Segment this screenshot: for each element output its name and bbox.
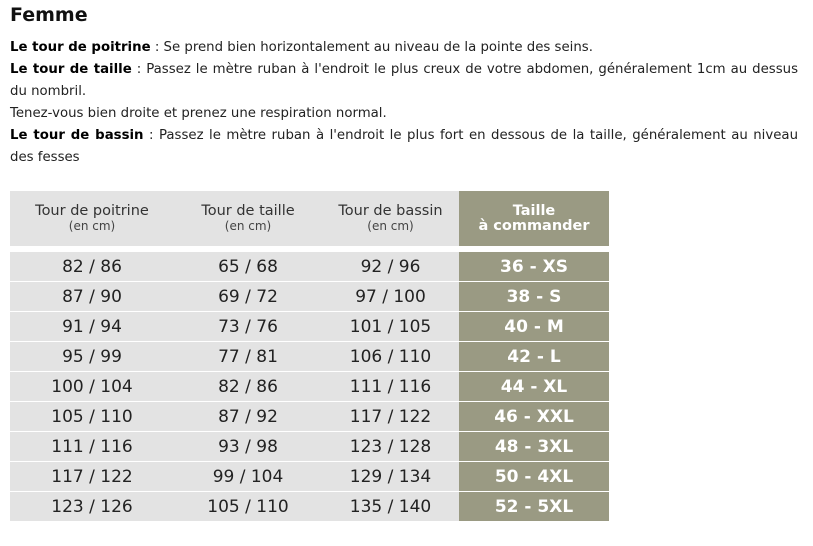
instruction-text: : Passez le mètre ruban à l'endroit le p… xyxy=(10,62,798,99)
table-header-row: Tour de poitrine (en cm) Tour de taille (e… xyxy=(10,191,609,246)
hips-cell: 106 / 110 xyxy=(322,341,459,372)
instruction-chest: Le tour de poitrine : Se prend bien hori… xyxy=(10,37,798,59)
size-cell: 38 - S xyxy=(459,281,609,312)
waist-cell: 93 / 98 xyxy=(174,431,322,462)
header-label: Tour de taille xyxy=(201,202,295,219)
table-row: 117 / 122 99 / 104 129 / 134 50 - 4XL xyxy=(10,461,609,492)
chest-cell: 117 / 122 xyxy=(10,461,174,492)
header-label: Tour de bassin xyxy=(338,202,443,219)
table-row: 82 / 86 65 / 68 92 / 96 36 - XS xyxy=(10,252,609,282)
header-hips: Tour de bassin (en cm) xyxy=(322,191,459,246)
header-unit: (en cm) xyxy=(367,218,414,233)
instruction-text: Tenez-vous bien droite et prenez une res… xyxy=(10,106,387,121)
waist-cell: 82 / 86 xyxy=(174,371,322,402)
size-cell: 48 - 3XL xyxy=(459,431,609,462)
chest-cell: 111 / 116 xyxy=(10,431,174,462)
instruction-label: Le tour de taille xyxy=(10,62,132,77)
waist-cell: 99 / 104 xyxy=(174,461,322,492)
size-cell: 36 - XS xyxy=(459,252,609,282)
spacer-cell xyxy=(10,246,609,252)
instruction-text: : Passez le mètre ruban à l'endroit le p… xyxy=(10,128,798,165)
size-cell: 44 - XL xyxy=(459,371,609,402)
instruction-hips: Le tour de bassin : Passez le mètre ruba… xyxy=(10,125,798,169)
waist-cell: 87 / 92 xyxy=(174,401,322,432)
size-cell: 50 - 4XL xyxy=(459,461,609,492)
instruction-text: : Se prend bien horizontalement au nivea… xyxy=(150,40,593,55)
page-title: Femme xyxy=(10,4,88,26)
table-row: 91 / 94 73 / 76 101 / 105 40 - M xyxy=(10,311,609,342)
header-waist: Tour de taille (en cm) xyxy=(174,191,322,246)
hips-cell: 92 / 96 xyxy=(322,252,459,282)
table-row: 123 / 126 105 / 110 135 / 140 52 - 5XL xyxy=(10,491,609,522)
waist-cell: 69 / 72 xyxy=(174,281,322,312)
size-cell: 52 - 5XL xyxy=(459,491,609,522)
table-row: 95 / 99 77 / 81 106 / 110 42 - L xyxy=(10,341,609,372)
waist-cell: 73 / 76 xyxy=(174,311,322,342)
size-cell: 40 - M xyxy=(459,311,609,342)
chest-cell: 82 / 86 xyxy=(10,252,174,282)
size-cell: 42 - L xyxy=(459,341,609,372)
header-unit: à commander xyxy=(478,217,590,234)
chest-cell: 95 / 99 xyxy=(10,341,174,372)
header-spacer xyxy=(10,246,609,252)
hips-cell: 101 / 105 xyxy=(322,311,459,342)
measurement-instructions: Le tour de poitrine : Se prend bien hori… xyxy=(10,37,798,169)
chest-cell: 87 / 90 xyxy=(10,281,174,312)
header-size-to-order: Taille à commander xyxy=(459,191,609,246)
hips-cell: 129 / 134 xyxy=(322,461,459,492)
table-body: 82 / 86 65 / 68 92 / 96 36 - XS 87 / 90 69 / … xyxy=(10,246,609,522)
hips-cell: 97 / 100 xyxy=(322,281,459,312)
waist-cell: 105 / 110 xyxy=(174,491,322,522)
size-cell: 46 - XXL xyxy=(459,401,609,432)
header-chest: Tour de poitrine (en cm) xyxy=(10,191,174,246)
waist-cell: 65 / 68 xyxy=(174,252,322,282)
instruction-posture: Tenez-vous bien droite et prenez une res… xyxy=(10,103,798,125)
chest-cell: 105 / 110 xyxy=(10,401,174,432)
hips-cell: 111 / 116 xyxy=(322,371,459,402)
header-unit: (en cm) xyxy=(224,218,272,233)
waist-cell: 77 / 81 xyxy=(174,341,322,372)
hips-cell: 135 / 140 xyxy=(322,491,459,522)
size-chart-table: Tour de poitrine (en cm) Tour de taille (e… xyxy=(10,191,609,522)
header-label: Tour de poitrine xyxy=(35,202,149,219)
header-label: Taille xyxy=(512,202,556,219)
instruction-label: Le tour de bassin xyxy=(10,128,144,143)
chest-cell: 123 / 126 xyxy=(10,491,174,522)
table-row: 87 / 90 69 / 72 97 / 100 38 - S xyxy=(10,281,609,312)
chest-cell: 100 / 104 xyxy=(10,371,174,402)
header-unit: (en cm) xyxy=(68,218,116,233)
instruction-waist: Le tour de taille : Passez le mètre ruba… xyxy=(10,59,798,103)
table-row: 111 / 116 93 / 98 123 / 128 48 - 3XL xyxy=(10,431,609,462)
instruction-label: Le tour de poitrine xyxy=(10,40,151,55)
table-row: 100 / 104 82 / 86 111 / 116 44 - XL xyxy=(10,371,609,402)
table-row: 105 / 110 87 / 92 117 / 122 46 - XXL xyxy=(10,401,609,432)
chest-cell: 91 / 94 xyxy=(10,311,174,342)
hips-cell: 117 / 122 xyxy=(322,401,459,432)
hips-cell: 123 / 128 xyxy=(322,431,459,462)
